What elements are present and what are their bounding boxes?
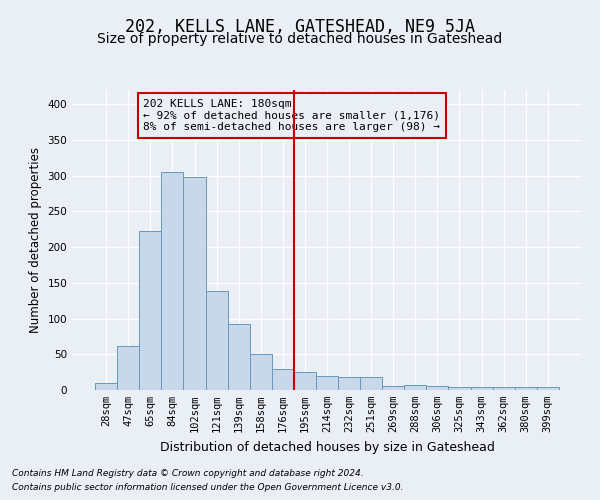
Bar — [316, 376, 338, 390]
Bar — [338, 377, 360, 390]
Bar — [206, 292, 227, 390]
Bar — [95, 383, 117, 390]
Bar — [515, 387, 537, 390]
Bar — [250, 354, 272, 390]
Bar — [227, 324, 250, 390]
Bar — [272, 368, 294, 390]
Text: 202 KELLS LANE: 180sqm
← 92% of detached houses are smaller (1,176)
8% of semi-d: 202 KELLS LANE: 180sqm ← 92% of detached… — [143, 99, 440, 132]
Y-axis label: Number of detached properties: Number of detached properties — [29, 147, 42, 333]
Bar — [404, 385, 427, 390]
Bar — [360, 377, 382, 390]
Bar — [117, 346, 139, 390]
Bar — [294, 372, 316, 390]
Text: Size of property relative to detached houses in Gateshead: Size of property relative to detached ho… — [97, 32, 503, 46]
Text: 202, KELLS LANE, GATESHEAD, NE9 5JA: 202, KELLS LANE, GATESHEAD, NE9 5JA — [125, 18, 475, 36]
Bar — [537, 387, 559, 390]
Text: Contains HM Land Registry data © Crown copyright and database right 2024.: Contains HM Land Registry data © Crown c… — [12, 468, 364, 477]
X-axis label: Distribution of detached houses by size in Gateshead: Distribution of detached houses by size … — [160, 440, 494, 454]
Bar — [184, 177, 206, 390]
Bar — [139, 232, 161, 390]
Bar — [470, 387, 493, 390]
Bar — [448, 387, 470, 390]
Bar — [493, 387, 515, 390]
Bar — [382, 386, 404, 390]
Bar — [161, 172, 184, 390]
Bar — [427, 386, 448, 390]
Text: Contains public sector information licensed under the Open Government Licence v3: Contains public sector information licen… — [12, 484, 404, 492]
